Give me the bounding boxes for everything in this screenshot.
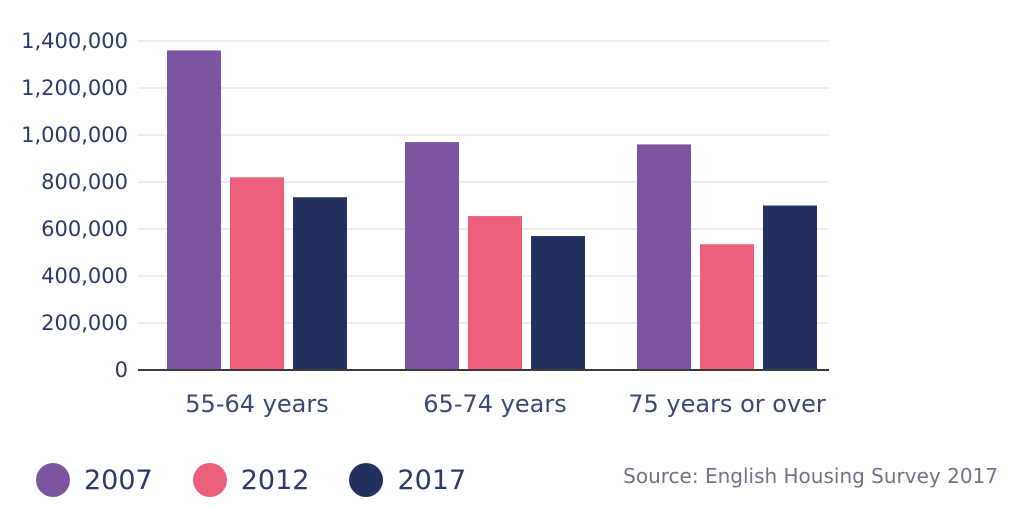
legend-label: 2007 [84, 464, 153, 496]
bars [167, 50, 817, 371]
y-tick-label: 400,000 [41, 264, 128, 288]
x-category-label: 75 years or over [628, 390, 826, 418]
legend-item-2017: 2017 [349, 463, 466, 497]
source-note: Source: English Housing Survey 2017 [623, 464, 998, 488]
bar-2007-0 [167, 50, 221, 371]
legend-swatch [349, 463, 384, 497]
bar-2012-2 [700, 244, 754, 370]
legend-item-2007: 2007 [36, 463, 153, 497]
y-tick-label: 600,000 [41, 217, 128, 241]
bar-2007-2 [637, 144, 691, 370]
bar-chart: 0 200,000 400,000 600,000 800,000 1,000,000 1,… [21, 29, 829, 418]
legend-label: 2012 [240, 464, 310, 496]
bar-2017-1 [531, 236, 585, 370]
y-axis-ticks: 0 200,000 400,000 600,000 800,000 1,000,000 1,… [21, 29, 128, 382]
bar-2007-1 [405, 142, 459, 370]
legend-item-2012: 2012 [192, 463, 310, 497]
y-tick-label: 1,400,000 [21, 29, 128, 53]
bar-2012-0 [230, 177, 284, 370]
y-tick-label: 800,000 [41, 170, 128, 194]
bar-2017-2 [763, 205, 817, 370]
y-tick-label: 1,000,000 [21, 123, 128, 147]
legend: 2007 2012 2017 [36, 455, 506, 505]
legend-swatch [36, 463, 70, 497]
x-category-label: 55-64 years [185, 390, 328, 418]
y-tick-label: 1,200,000 [21, 76, 128, 100]
y-tick-label: 0 [115, 358, 128, 382]
legend-label: 2017 [397, 464, 467, 496]
bar-2017-0 [293, 197, 347, 370]
legend-swatch [192, 463, 227, 497]
x-category-label: 65-74 years [423, 390, 566, 418]
y-tick-label: 200,000 [41, 311, 128, 335]
bar-2012-1 [468, 216, 522, 370]
x-axis-categories: 55-64 years 65-74 years 75 years or over [185, 390, 826, 418]
